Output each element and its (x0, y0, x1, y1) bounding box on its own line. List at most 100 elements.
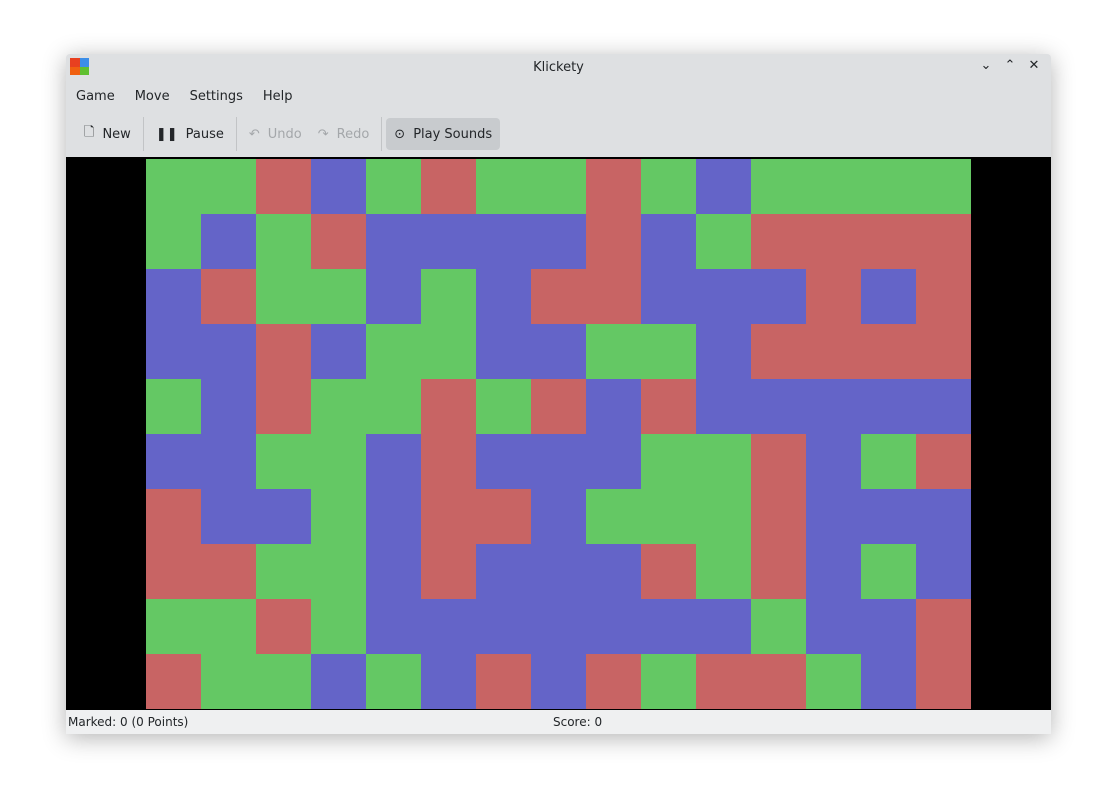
tile[interactable] (696, 434, 751, 489)
tile[interactable] (476, 379, 531, 434)
tile[interactable] (531, 434, 586, 489)
tile[interactable] (586, 159, 641, 214)
menu-settings[interactable]: Settings (189, 88, 243, 104)
tile[interactable] (256, 379, 311, 434)
tile[interactable] (311, 214, 366, 269)
minimize-icon[interactable]: ⌄ (980, 58, 992, 73)
tile[interactable] (311, 434, 366, 489)
tile[interactable] (586, 269, 641, 324)
tile[interactable] (421, 159, 476, 214)
tile[interactable] (806, 654, 861, 709)
tile[interactable] (531, 324, 586, 379)
tile[interactable] (531, 379, 586, 434)
tile[interactable] (916, 489, 971, 544)
tile[interactable] (366, 379, 421, 434)
tile[interactable] (916, 654, 971, 709)
tile[interactable] (366, 269, 421, 324)
tile[interactable] (366, 544, 421, 599)
tile[interactable] (531, 489, 586, 544)
tile[interactable] (366, 214, 421, 269)
tile[interactable] (641, 269, 696, 324)
tile[interactable] (256, 159, 311, 214)
tile[interactable] (311, 654, 366, 709)
tile[interactable] (256, 544, 311, 599)
tile[interactable] (586, 379, 641, 434)
tile[interactable] (916, 434, 971, 489)
redo-button[interactable]: ↷ Redo (310, 118, 378, 150)
tile[interactable] (806, 544, 861, 599)
tile[interactable] (476, 434, 531, 489)
tile[interactable] (476, 544, 531, 599)
tile[interactable] (421, 544, 476, 599)
tile[interactable] (861, 599, 916, 654)
tile[interactable] (201, 599, 256, 654)
tile[interactable] (476, 324, 531, 379)
tile[interactable] (916, 214, 971, 269)
tile[interactable] (641, 434, 696, 489)
tile[interactable] (861, 269, 916, 324)
tile[interactable] (751, 654, 806, 709)
tile[interactable] (806, 214, 861, 269)
tile[interactable] (696, 654, 751, 709)
tile[interactable] (806, 159, 861, 214)
tile[interactable] (201, 324, 256, 379)
tile[interactable] (641, 214, 696, 269)
tile[interactable] (256, 599, 311, 654)
tile[interactable] (916, 159, 971, 214)
tile[interactable] (421, 214, 476, 269)
tile[interactable] (861, 159, 916, 214)
tile[interactable] (641, 489, 696, 544)
tile[interactable] (311, 544, 366, 599)
tile[interactable] (751, 599, 806, 654)
tile[interactable] (146, 159, 201, 214)
tile[interactable] (476, 599, 531, 654)
tile[interactable] (476, 654, 531, 709)
tile[interactable] (146, 214, 201, 269)
tile[interactable] (586, 489, 641, 544)
tile[interactable] (311, 599, 366, 654)
tile[interactable] (476, 269, 531, 324)
tile[interactable] (641, 324, 696, 379)
tile[interactable] (201, 489, 256, 544)
tile[interactable] (751, 214, 806, 269)
tile[interactable] (421, 599, 476, 654)
tile[interactable] (696, 159, 751, 214)
tile[interactable] (641, 379, 696, 434)
tile[interactable] (806, 434, 861, 489)
tile[interactable] (751, 379, 806, 434)
new-button[interactable]: 🗋 New (76, 118, 139, 150)
play-sounds-button[interactable]: ⊙ Play Sounds (386, 118, 501, 150)
tile[interactable] (641, 654, 696, 709)
tile[interactable] (806, 379, 861, 434)
tile[interactable] (696, 269, 751, 324)
tile[interactable] (751, 544, 806, 599)
tile[interactable] (751, 159, 806, 214)
tile[interactable] (806, 269, 861, 324)
tile-grid[interactable] (146, 159, 971, 709)
tile[interactable] (641, 544, 696, 599)
tile[interactable] (146, 544, 201, 599)
tile[interactable] (311, 159, 366, 214)
tile[interactable] (806, 489, 861, 544)
tile[interactable] (861, 379, 916, 434)
maximize-icon[interactable]: ⌃ (1004, 58, 1016, 73)
tile[interactable] (311, 489, 366, 544)
tile[interactable] (146, 489, 201, 544)
tile[interactable] (751, 489, 806, 544)
tile[interactable] (696, 544, 751, 599)
tile[interactable] (696, 324, 751, 379)
tile[interactable] (146, 654, 201, 709)
tile[interactable] (586, 599, 641, 654)
tile[interactable] (421, 269, 476, 324)
tile[interactable] (586, 654, 641, 709)
tile[interactable] (201, 434, 256, 489)
tile[interactable] (531, 599, 586, 654)
tile[interactable] (531, 214, 586, 269)
tile[interactable] (421, 434, 476, 489)
tile[interactable] (531, 654, 586, 709)
tile[interactable] (311, 269, 366, 324)
tile[interactable] (916, 324, 971, 379)
tile[interactable] (861, 654, 916, 709)
tile[interactable] (201, 269, 256, 324)
tile[interactable] (256, 269, 311, 324)
